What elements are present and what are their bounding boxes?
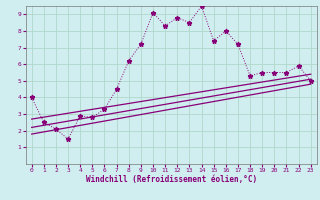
X-axis label: Windchill (Refroidissement éolien,°C): Windchill (Refroidissement éolien,°C) — [86, 175, 257, 184]
